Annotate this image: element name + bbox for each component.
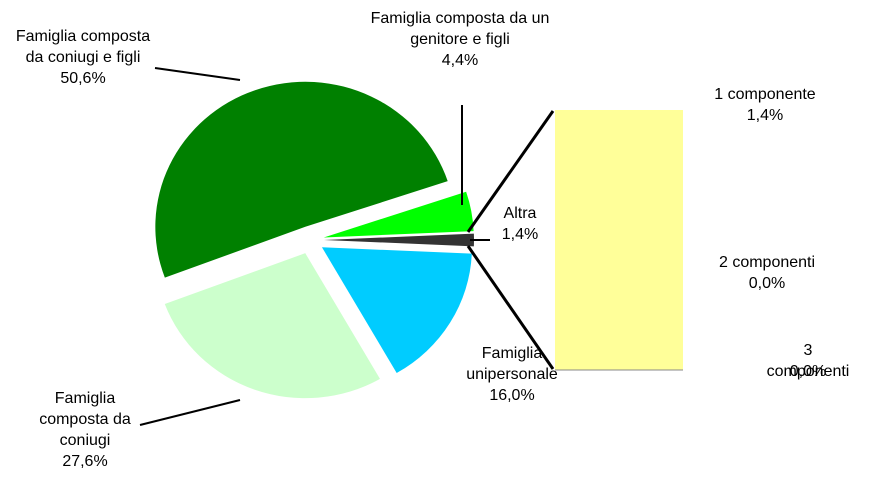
connector — [466, 245, 555, 370]
pie-slice — [323, 191, 474, 238]
slice-value-label: 4,4% — [441, 52, 479, 69]
bar-value-label: 0,0% — [789, 363, 827, 380]
slice-value-label: 1,4% — [501, 226, 539, 243]
bar-label: 2 componenti — [718, 254, 816, 271]
leader-line — [139, 399, 241, 426]
slice-label: Altra — [503, 205, 537, 222]
pie-slice — [155, 81, 448, 278]
slice-label: Famiglia composta da coniugi e figli — [15, 28, 151, 66]
bar-label: 3 componenti — [766, 342, 850, 380]
bar-value-label: 1,4% — [746, 107, 784, 124]
slice-label: Famiglia composta da coniugi — [39, 390, 131, 449]
bar-label: 1 componente — [714, 86, 816, 103]
slice-value-label: 16,0% — [489, 387, 535, 404]
pie-slice — [321, 247, 472, 374]
slice-label: Famiglia unipersonale — [466, 345, 558, 383]
slice-value-label: 27,6% — [62, 453, 108, 470]
bar-value-label: 0,0% — [748, 275, 786, 292]
pie-slice — [324, 233, 474, 247]
pie-slice — [164, 253, 380, 399]
leader-line — [154, 67, 241, 81]
slice-label: Famiglia composta da un genitore e figli — [370, 10, 550, 48]
slice-value-label: 50,6% — [60, 70, 106, 87]
connector — [466, 110, 555, 233]
bar-segment — [555, 110, 683, 370]
